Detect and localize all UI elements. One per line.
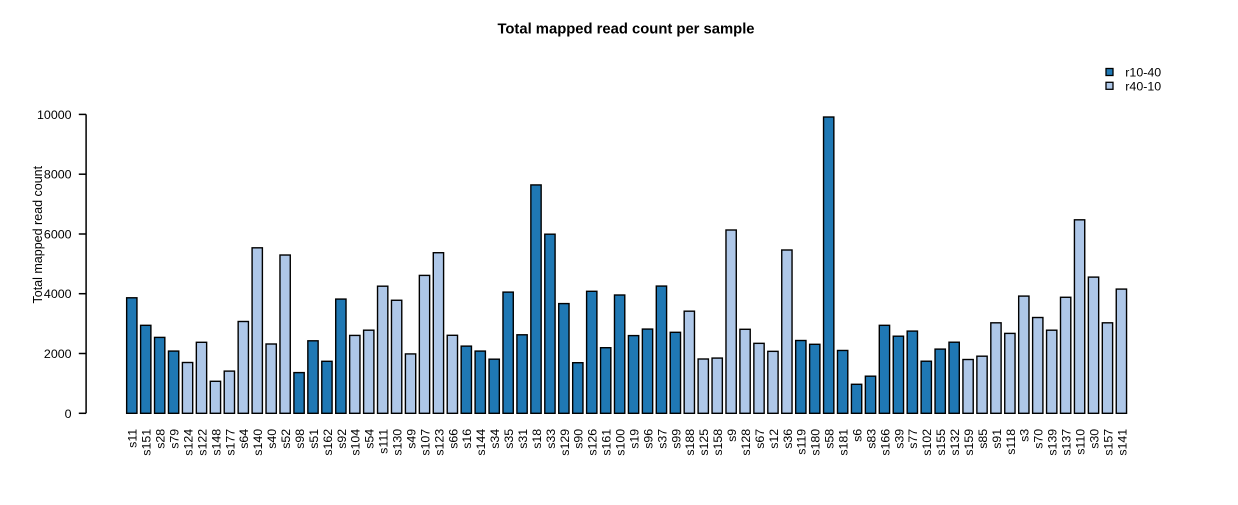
svg-text:s90: s90 [572, 429, 586, 449]
svg-text:s124: s124 [181, 429, 195, 456]
svg-text:s155: s155 [934, 429, 948, 456]
svg-text:s132: s132 [948, 429, 962, 456]
svg-text:s33: s33 [544, 429, 558, 449]
svg-text:s140: s140 [251, 429, 265, 456]
svg-text:s92: s92 [335, 429, 349, 449]
svg-text:s122: s122 [195, 429, 209, 456]
svg-text:4000: 4000 [44, 287, 72, 301]
svg-text:Total mapped read count per sa: Total mapped read count per sample [497, 21, 754, 37]
svg-text:s158: s158 [711, 429, 725, 456]
svg-text:s18: s18 [530, 429, 544, 449]
svg-text:s148: s148 [209, 429, 223, 456]
svg-text:s181: s181 [837, 429, 851, 456]
svg-text:s99: s99 [669, 429, 683, 449]
svg-text:s180: s180 [809, 429, 823, 456]
svg-text:s31: s31 [516, 429, 530, 449]
svg-text:s35: s35 [502, 429, 516, 449]
svg-text:s162: s162 [321, 429, 335, 456]
svg-text:s30: s30 [1087, 429, 1101, 449]
svg-text:s129: s129 [558, 429, 572, 456]
svg-text:s58: s58 [823, 429, 837, 449]
svg-text:s128: s128 [739, 429, 753, 456]
svg-text:s19: s19 [627, 429, 641, 449]
svg-text:s151: s151 [140, 429, 154, 456]
svg-text:s137: s137 [1060, 429, 1074, 456]
svg-text:s28: s28 [154, 429, 168, 449]
svg-text:s119: s119 [795, 429, 809, 455]
svg-text:s98: s98 [293, 429, 307, 449]
svg-text:r10-40: r10-40 [1125, 66, 1161, 80]
svg-text:s110: s110 [1073, 429, 1087, 455]
svg-text:s125: s125 [697, 429, 711, 456]
svg-text:s111: s111 [377, 429, 391, 454]
svg-text:s123: s123 [432, 429, 446, 456]
svg-text:s67: s67 [753, 429, 767, 449]
svg-text:s49: s49 [404, 429, 418, 449]
svg-text:8000: 8000 [44, 168, 72, 182]
svg-text:s40: s40 [265, 429, 279, 449]
svg-text:s107: s107 [418, 429, 432, 456]
svg-text:2000: 2000 [44, 347, 72, 361]
svg-text:s166: s166 [878, 429, 892, 456]
svg-text:s79: s79 [168, 429, 182, 449]
svg-text:s83: s83 [864, 429, 878, 449]
svg-text:s159: s159 [962, 429, 976, 456]
svg-text:s100: s100 [614, 429, 628, 456]
svg-text:s34: s34 [488, 429, 502, 449]
svg-text:s126: s126 [586, 429, 600, 456]
svg-text:s118: s118 [1004, 429, 1018, 455]
svg-text:s130: s130 [391, 429, 405, 456]
svg-text:s157: s157 [1101, 429, 1115, 456]
svg-text:s161: s161 [600, 429, 614, 456]
svg-text:s104: s104 [349, 429, 363, 456]
svg-text:s16: s16 [460, 429, 474, 449]
svg-text:s64: s64 [237, 429, 251, 449]
svg-text:Total mapped read count: Total mapped read count [31, 165, 45, 303]
svg-text:s77: s77 [906, 429, 920, 449]
svg-text:s11: s11 [126, 429, 140, 448]
svg-text:s51: s51 [307, 429, 321, 449]
svg-text:s139: s139 [1046, 429, 1060, 456]
svg-text:s85: s85 [976, 429, 990, 449]
svg-text:s177: s177 [223, 429, 237, 456]
svg-text:s9: s9 [725, 429, 739, 442]
svg-text:0: 0 [65, 407, 72, 421]
svg-text:s52: s52 [279, 429, 293, 449]
svg-text:s6: s6 [850, 429, 864, 442]
svg-text:s188: s188 [683, 429, 697, 456]
svg-text:s39: s39 [892, 429, 906, 449]
svg-text:s36: s36 [781, 429, 795, 449]
svg-text:s144: s144 [474, 429, 488, 456]
svg-text:s66: s66 [446, 429, 460, 449]
svg-text:10000: 10000 [37, 108, 72, 122]
svg-text:s37: s37 [655, 429, 669, 449]
svg-text:s12: s12 [767, 429, 781, 449]
svg-text:r40-10: r40-10 [1125, 79, 1161, 93]
svg-text:s54: s54 [363, 429, 377, 449]
svg-text:s96: s96 [641, 429, 655, 449]
svg-text:s3: s3 [1018, 429, 1032, 442]
svg-text:s141: s141 [1115, 429, 1129, 456]
svg-text:s102: s102 [920, 429, 934, 456]
svg-text:6000: 6000 [44, 227, 72, 241]
svg-text:s70: s70 [1032, 429, 1046, 449]
svg-text:s91: s91 [990, 429, 1004, 449]
